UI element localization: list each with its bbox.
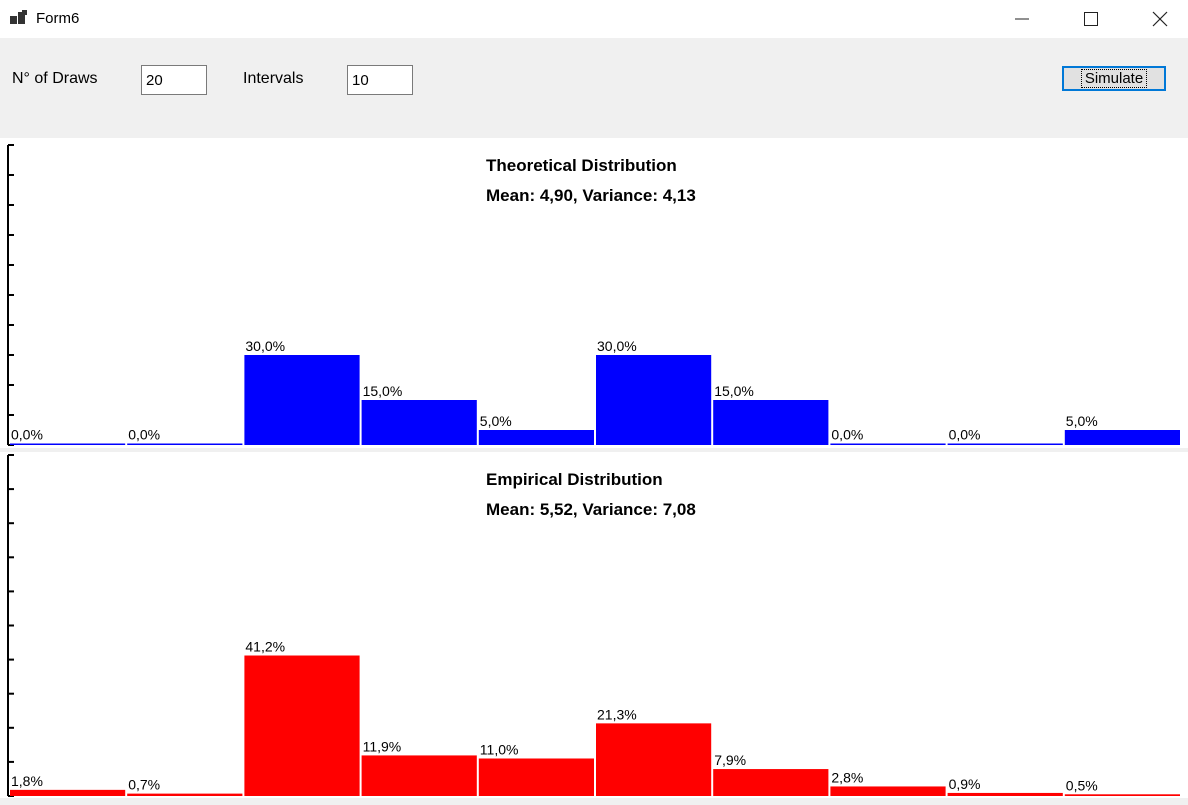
chart-title: Empirical Distribution [486,470,663,489]
chart-title: Theoretical Distribution [486,156,677,175]
bar [478,758,594,796]
app-icon [10,10,28,26]
data-label: 41,2% [245,639,285,655]
simulate-button[interactable]: Simulate [1062,66,1166,91]
data-label: 30,0% [245,338,285,354]
data-label: 0,5% [1066,777,1098,793]
bar [830,786,946,796]
theoretical-chart: Theoretical Distribution Mean: 4,90, Var… [0,138,1188,448]
bar [713,400,829,445]
bar [1064,430,1180,445]
bar [596,355,712,445]
intervals-label: Intervals [243,70,304,87]
simulate-button-label: Simulate [1080,69,1148,88]
data-label: 11,0% [480,741,519,757]
bar [127,443,243,445]
bar [127,793,243,796]
draws-label: N° of Draws [12,70,98,87]
bar [830,443,946,445]
minimize-button[interactable] [988,0,1056,38]
bar [478,430,594,445]
close-button[interactable] [1126,0,1188,38]
data-label: 15,0% [363,383,403,399]
data-label: 11,9% [363,738,402,754]
data-label: 0,0% [831,427,863,443]
data-label: 21,3% [597,706,637,722]
bar [10,443,126,445]
intervals-input[interactable] [347,65,413,95]
data-label: 5,0% [480,413,512,429]
empirical-chart: Empirical Distribution Mean: 5,52, Varia… [0,452,1188,798]
bar [713,769,829,796]
maximize-button[interactable] [1057,0,1125,38]
data-label: 0,0% [11,427,43,443]
bar [596,723,712,796]
data-label: 0,0% [949,427,981,443]
bar [361,400,477,445]
data-label: 7,9% [714,752,746,768]
maximize-icon [1084,12,1098,26]
chart-subtitle: Mean: 4,90, Variance: 4,13 [486,186,696,205]
data-label: 1,8% [11,773,43,789]
bar [947,792,1063,796]
minimize-icon [1015,18,1029,20]
data-label: 15,0% [714,383,754,399]
bar [947,443,1063,445]
bar [244,355,360,445]
bar [10,789,126,796]
window-title: Form6 [36,10,80,27]
data-label: 0,9% [949,776,981,792]
data-label: 2,8% [831,769,863,785]
data-label: 30,0% [597,338,637,354]
bar [244,655,360,796]
data-label: 0,0% [128,427,160,443]
data-label: 5,0% [1066,413,1098,429]
bar [1064,794,1180,796]
draws-input[interactable] [141,65,207,95]
bar [361,755,477,796]
title-bar: Form6 [0,0,1188,38]
close-icon [1152,11,1168,27]
chart-subtitle: Mean: 5,52, Variance: 7,08 [486,500,696,519]
data-label: 0,7% [128,777,160,793]
